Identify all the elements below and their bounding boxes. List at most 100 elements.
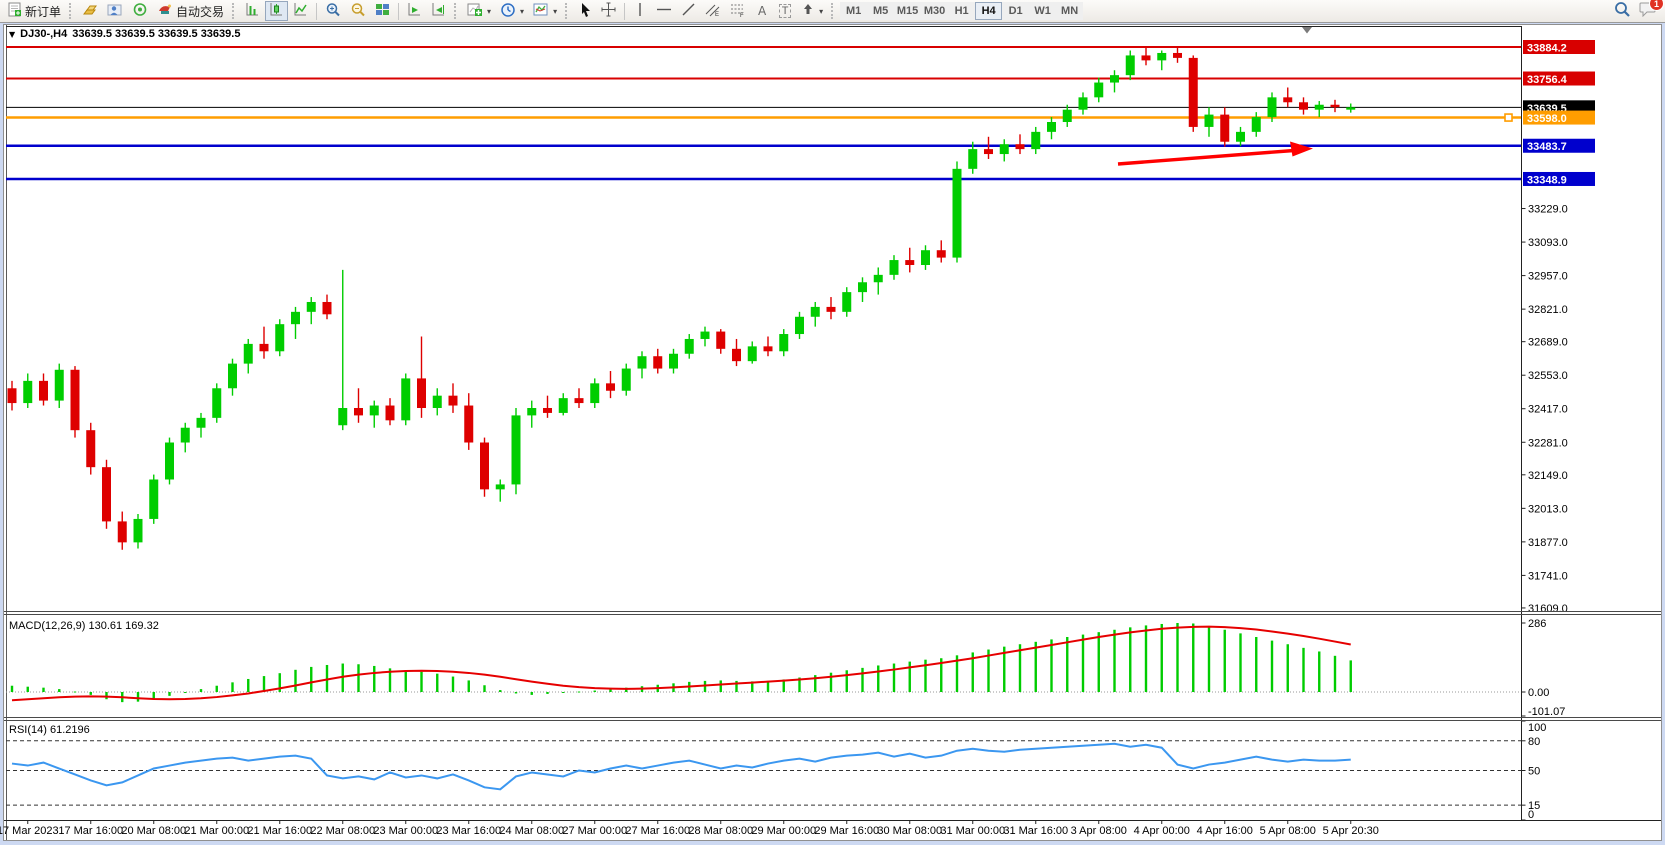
time-axis-label: 21 Mar 00:00 [184, 825, 249, 837]
indicators-button[interactable]: ▾ [463, 1, 495, 21]
timeframe-button-W1[interactable]: W1 [1029, 2, 1057, 20]
timeframe-button-M5[interactable]: M5 [867, 2, 895, 20]
candlestick-chart-button[interactable] [265, 1, 289, 21]
price-axis-tick-label: 32417.0 [1528, 404, 1568, 416]
svg-text:33348.9: 33348.9 [1527, 174, 1567, 186]
toolbar-separator [316, 2, 318, 20]
add-indicator-icon [467, 2, 483, 20]
time-axis-label: 23 Mar 00:00 [373, 825, 438, 837]
new-order-button[interactable]: 新订单 [3, 1, 65, 21]
price-axis-tick-label: 31609.0 [1528, 603, 1568, 615]
timeframe-button-D1[interactable]: D1 [1002, 2, 1030, 20]
auto-scroll-icon [407, 2, 422, 20]
time-axis-label: 31 Mar 16:00 [1003, 825, 1068, 837]
time-axis-label: 4 Apr 00:00 [1134, 825, 1190, 837]
chart-shift-button[interactable] [427, 1, 450, 21]
time-axis-label: 17 Mar 2023 [0, 825, 59, 837]
text-label-tool-button[interactable]: T [774, 1, 796, 21]
chat-button[interactable]: 1 [1639, 0, 1664, 22]
templates-button[interactable]: ▾ [529, 1, 561, 21]
signals-button[interactable] [128, 1, 152, 21]
text-a-icon: A [757, 4, 767, 18]
zoom-in-button[interactable] [321, 1, 345, 21]
price-line-axis-label: 33483.7 [1523, 138, 1595, 153]
time-axis-label: 27 Mar 16:00 [625, 825, 690, 837]
fibonacci-tool-button[interactable]: F [726, 1, 750, 21]
bars-chart-icon [245, 2, 260, 20]
svg-text:F: F [740, 13, 744, 17]
price-line-axis-label: 33884.2 [1523, 40, 1595, 55]
chart-shift-marker[interactable] [1302, 27, 1312, 34]
trendline-icon [681, 2, 696, 20]
svg-text:33756.4: 33756.4 [1527, 74, 1568, 86]
macd-scale-label: 0.00 [1528, 687, 1549, 699]
svg-text:33598.0: 33598.0 [1527, 113, 1567, 125]
price-axis-tick-label: 31741.0 [1528, 570, 1568, 582]
bar-chart-button[interactable] [241, 1, 264, 21]
price-axis-tick-label: 32689.0 [1528, 337, 1568, 349]
arrow-objects-button[interactable]: ▾ [797, 1, 827, 21]
cursor-tool-button[interactable] [574, 1, 596, 21]
tile-windows-icon [375, 2, 390, 20]
search-button[interactable] [1610, 1, 1635, 21]
chart-header: ▼ DJ30-,H4 33639.5 33639.5 33639.5 33639… [9, 28, 240, 40]
market-watch-button[interactable] [78, 1, 102, 21]
new-order-icon [7, 2, 22, 20]
zoom-out-button[interactable] [346, 1, 370, 21]
auto-scroll-button[interactable] [403, 1, 426, 21]
text-label-icon: T [778, 4, 792, 18]
notification-badge: 1 [1649, 0, 1664, 11]
signal-rings-icon [132, 2, 148, 20]
price-line-axis-label: 33598.0 [1523, 110, 1595, 125]
equidistant-channel-icon: E [705, 2, 721, 20]
timeframe-button-M1[interactable]: M1 [840, 2, 868, 20]
trendline-tool-button[interactable] [677, 1, 700, 21]
trend-arrow-annotation[interactable] [1117, 141, 1313, 166]
toolbar: 新订单 自动交易 [0, 0, 1665, 23]
price-axis-tick-label: 32013.0 [1528, 503, 1568, 515]
template-icon [533, 2, 549, 20]
arrow-objects-icon [801, 2, 815, 20]
price-axis-tick-label: 33229.0 [1528, 204, 1568, 216]
horizontal-line-tool-button[interactable] [652, 1, 676, 21]
timeframe-button-M30[interactable]: M30 [921, 2, 949, 20]
auto-trading-button[interactable]: 自动交易 [153, 1, 228, 21]
svg-text:33884.2: 33884.2 [1527, 43, 1567, 55]
text-tool-button[interactable]: A [751, 1, 773, 21]
rsi-scale-label: 100 [1528, 722, 1546, 734]
collapse-triangle-icon[interactable]: ▼ [9, 29, 16, 39]
channel-tool-button[interactable]: E [701, 1, 725, 21]
price-lines[interactable] [6, 46, 1521, 181]
order-line-handle[interactable] [1504, 113, 1513, 122]
time-axis-label: 30 Mar 08:00 [877, 825, 942, 837]
fibonacci-icon: F [730, 2, 746, 20]
time-axis-label: 27 Mar 00:00 [562, 825, 627, 837]
zoom-in-icon [325, 2, 341, 21]
price-axis-tick-label: 31877.0 [1528, 537, 1568, 549]
price-line-axis-label: 33756.4 [1523, 71, 1595, 86]
profile-button[interactable] [103, 1, 127, 21]
macd-scale-label: 286 [1528, 618, 1546, 630]
timeframe-button-M15[interactable]: M15 [894, 2, 922, 20]
timeframe-button-H1[interactable]: H1 [948, 2, 976, 20]
macd-signal-line [11, 625, 1351, 702]
toolbar-right-group: 1 [1610, 0, 1664, 22]
time-axis-label: 21 Mar 16:00 [247, 825, 312, 837]
time-axis-label: 20 Mar 08:00 [121, 825, 186, 837]
price-axis-tick-label: 33093.0 [1528, 237, 1568, 249]
rsi-scale-label: 15 [1528, 800, 1540, 812]
timeframe-button-H4[interactable]: H4 [975, 2, 1003, 20]
crosshair-tool-button[interactable] [597, 1, 620, 21]
time-axis-label: 5 Apr 20:30 [1323, 825, 1379, 837]
crosshair-icon [601, 2, 616, 20]
vertical-line-tool-button[interactable] [629, 1, 651, 21]
timeframe-button-MN[interactable]: MN [1056, 2, 1084, 20]
line-chart-button[interactable] [289, 1, 312, 21]
periods-button[interactable]: ▾ [496, 1, 528, 21]
person-chart-icon [107, 2, 123, 20]
price-scale[interactable]: 33229.0 33093.0 32957.0 32821.0 32689.0 32553… [1521, 40, 1596, 821]
tile-windows-button[interactable] [371, 1, 394, 21]
